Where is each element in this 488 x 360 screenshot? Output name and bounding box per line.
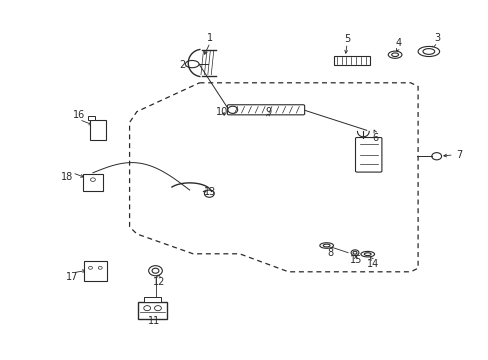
Ellipse shape bbox=[152, 268, 159, 273]
Bar bbox=[88, 116, 95, 120]
Ellipse shape bbox=[431, 153, 441, 160]
Circle shape bbox=[88, 266, 92, 269]
Circle shape bbox=[143, 306, 150, 311]
Text: 7: 7 bbox=[456, 150, 462, 160]
Ellipse shape bbox=[227, 106, 237, 113]
Text: 14: 14 bbox=[366, 258, 378, 269]
Circle shape bbox=[154, 306, 161, 311]
Text: 9: 9 bbox=[264, 107, 270, 117]
Bar bbox=[143, 297, 161, 302]
Text: 2: 2 bbox=[179, 60, 185, 70]
Text: 10: 10 bbox=[216, 107, 228, 117]
Ellipse shape bbox=[360, 251, 374, 257]
Ellipse shape bbox=[148, 266, 162, 276]
FancyBboxPatch shape bbox=[227, 105, 304, 115]
Bar bbox=[83, 261, 107, 281]
Ellipse shape bbox=[387, 51, 401, 58]
Bar bbox=[90, 120, 105, 140]
Text: 17: 17 bbox=[66, 272, 79, 282]
Text: 15: 15 bbox=[349, 255, 362, 265]
Text: 3: 3 bbox=[434, 33, 440, 43]
Ellipse shape bbox=[417, 46, 439, 57]
Text: 13: 13 bbox=[203, 186, 216, 197]
Circle shape bbox=[90, 178, 95, 181]
Text: 16: 16 bbox=[73, 110, 85, 120]
FancyBboxPatch shape bbox=[355, 138, 381, 172]
Bar bbox=[82, 175, 103, 191]
Bar bbox=[333, 56, 369, 65]
Ellipse shape bbox=[364, 253, 370, 256]
Text: 4: 4 bbox=[395, 38, 401, 48]
Circle shape bbox=[98, 266, 102, 269]
Ellipse shape bbox=[350, 250, 358, 256]
Bar bbox=[138, 302, 167, 319]
Ellipse shape bbox=[323, 244, 329, 247]
Text: 11: 11 bbox=[147, 316, 160, 326]
Text: 18: 18 bbox=[61, 172, 74, 182]
Ellipse shape bbox=[352, 251, 356, 254]
Ellipse shape bbox=[391, 53, 398, 57]
Text: 12: 12 bbox=[152, 276, 165, 287]
Text: 8: 8 bbox=[326, 248, 332, 258]
Ellipse shape bbox=[422, 49, 434, 54]
Text: 6: 6 bbox=[372, 132, 378, 143]
Text: 1: 1 bbox=[207, 33, 213, 43]
Ellipse shape bbox=[185, 60, 199, 68]
Text: 5: 5 bbox=[344, 33, 349, 44]
Ellipse shape bbox=[204, 190, 214, 197]
Ellipse shape bbox=[319, 243, 333, 248]
